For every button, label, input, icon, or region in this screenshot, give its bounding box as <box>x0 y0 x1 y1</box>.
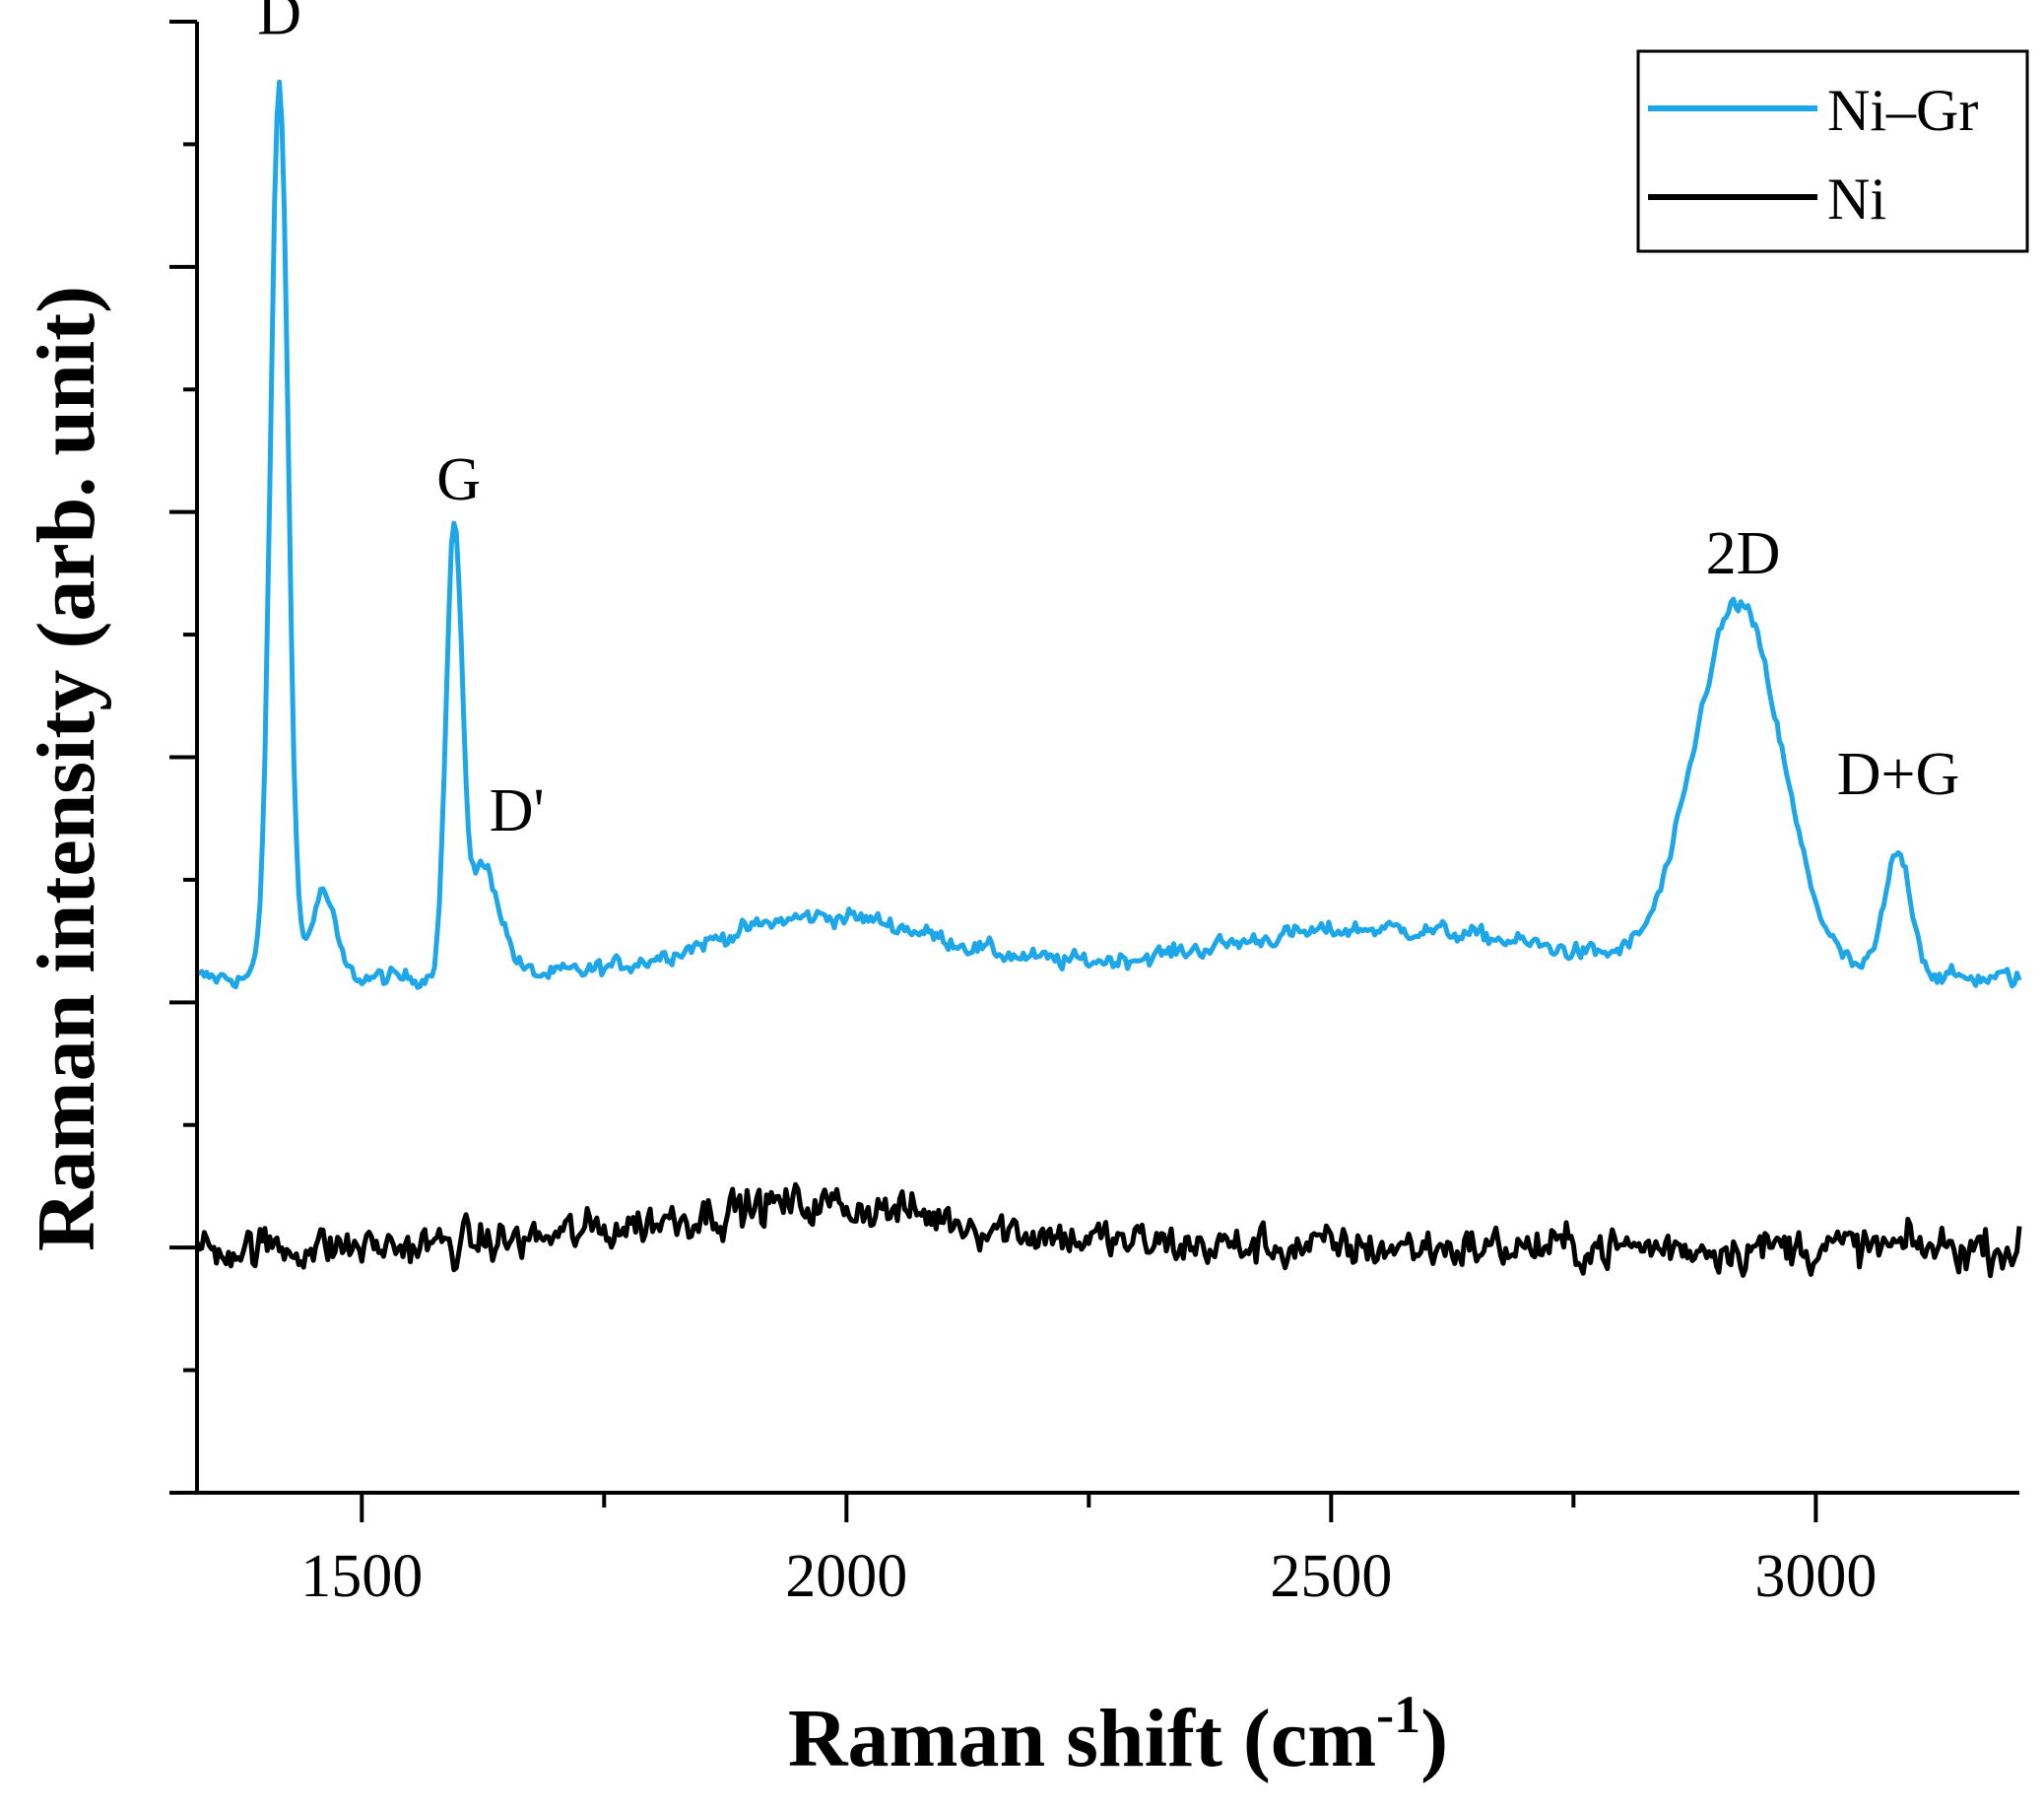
peak-label: G <box>436 446 481 513</box>
legend: Ni–Gr Ni <box>1636 49 2029 253</box>
x-tick-label: 1500 <box>300 1543 423 1610</box>
x-axis-unit-close: ) <box>1420 1693 1448 1784</box>
peak-annotations: D G D' 2D D+G <box>257 0 1959 844</box>
series-line-ni-gr <box>196 79 2022 990</box>
plot-area <box>194 79 2022 1279</box>
peak-label: D' <box>490 777 545 844</box>
peak-label: 2D <box>1706 520 1781 587</box>
x-axis-unit: (cm <box>1243 1693 1376 1784</box>
x-axis-unit-exponent: -1 <box>1376 1685 1420 1744</box>
legend-label-ni-gr: Ni–Gr <box>1827 78 1978 143</box>
legend-label-ni: Ni <box>1827 167 1886 232</box>
x-tick-label: 2500 <box>1270 1543 1392 1610</box>
x-tick-label: 2000 <box>785 1543 907 1610</box>
legend-box <box>1636 49 2029 253</box>
peak-label: D+G <box>1837 741 1960 808</box>
y-axis-title: Raman intensity (arb. unit) <box>21 286 112 1251</box>
x-axis-title-text: Raman shift <box>788 1693 1222 1784</box>
axes: 1500 2000 2500 3000 <box>169 20 2019 1610</box>
peak-label: D <box>257 0 301 47</box>
x-tick-label: 3000 <box>1754 1543 1877 1610</box>
series-line-ni <box>194 1181 2022 1279</box>
x-axis-title: Raman shift (cm-1) <box>788 1685 1448 1784</box>
